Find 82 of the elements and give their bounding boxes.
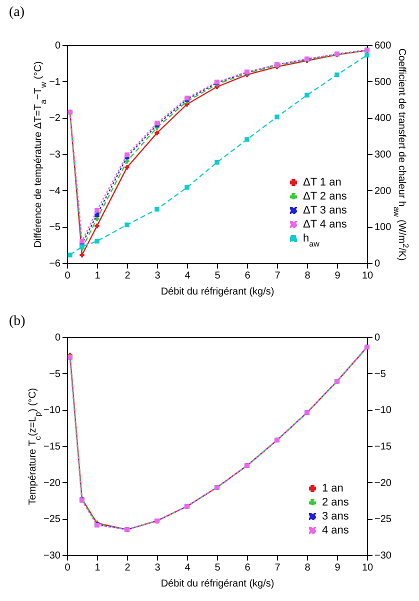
x-tick-label: 5 [214,562,221,574]
y-tick-label: −2 [49,113,61,124]
y-tick-label: −10 [44,405,61,416]
x-tick-label: 0 [64,562,71,574]
point [154,130,160,136]
y2-tick-label: −15 [374,442,392,452]
chart-title: (a) [9,5,25,20]
x-tick-label: 8 [304,270,311,282]
y2-tick-label: 500 [374,76,392,88]
point [94,212,100,218]
y-tick-label: 0 [54,40,61,52]
x-axis-title: Débit du réfrigérant (kg/s) [160,578,274,590]
point [154,206,160,212]
point [304,92,310,98]
y2-tick-label: 400 [374,113,392,124]
y2-tick-label: −20 [374,478,392,489]
x-tick-label: 4 [184,270,191,282]
y-tick-label: −4 [49,186,61,197]
x-tick-label: 9 [334,562,341,574]
point [274,114,280,120]
point [244,137,250,142]
x-tick-label: 0 [64,270,71,282]
point [80,238,84,244]
point [94,208,100,213]
y-tick-label: −6 [49,258,61,270]
x-tick-label: 1 [94,562,101,574]
legend-label: 1 an [322,482,344,494]
x-tick-label: 3 [154,270,161,282]
y-tick-label: −3 [49,150,61,160]
legend-label: 4 ans [322,524,350,536]
point [124,152,130,158]
x-tick-label: 1 [94,270,101,282]
y2-tick-label: −30 [374,550,392,562]
point [68,252,72,258]
point [364,52,370,58]
legend-label: 3 ans [322,510,350,522]
y2-tick-label: 200 [374,186,392,197]
y2-tick-label: 100 [374,222,392,234]
y2-tick-label: 0 [374,258,380,270]
point [80,252,84,258]
y-tick-label: −30 [44,550,61,562]
y2-tick-label: −10 [374,405,392,416]
y-tick-label: −25 [44,514,61,526]
point [184,185,190,190]
chart-title: (b) [9,314,26,329]
y2-tick-label: 300 [374,150,392,160]
x-tick-label: 7 [274,562,281,574]
y2-tick-label: 0 [374,332,380,344]
y-tick-label: −1 [49,76,61,88]
point [124,222,130,228]
x-tick-label: 9 [334,270,341,282]
point [94,238,100,244]
y-tick-label: −15 [44,442,61,452]
x-tick-label: 6 [244,562,251,574]
x-tick-label: 2 [124,562,131,574]
x-axis-title: Débit du réfrigérant (kg/s) [160,286,274,298]
legend-label: ΔT 2 ans [303,190,348,202]
point [334,72,340,78]
x-tick-label: 10 [362,562,374,574]
x-tick-label: 2 [124,270,131,282]
legend-label: h$_{aw}$ [303,232,320,248]
x-tick-label: 5 [214,270,221,282]
y-tick-label: −20 [44,478,61,489]
x-tick-label: 3 [154,562,161,574]
y-tick-label: −5 [49,222,61,234]
y-tick-label: −5 [49,368,61,380]
x-tick-label: 6 [244,270,251,282]
legend-label: ΔT 1 an [303,176,342,188]
point [124,165,130,170]
y-tick-label: 0 [54,332,61,344]
legend-label: 2 ans [322,496,350,508]
y2-tick-label: −25 [374,514,392,526]
point [94,224,100,228]
x-tick-label: 8 [304,562,311,574]
x-tick-label: 10 [362,270,374,282]
legend-label: ΔT 4 ans [303,218,348,230]
y2-tick-label: 600 [374,40,392,52]
legend-label: ΔT 3 ans [303,204,348,216]
point [214,160,220,165]
y2-tick-label: −5 [374,368,386,380]
x-tick-label: 4 [184,562,191,574]
x-tick-label: 7 [274,270,281,282]
